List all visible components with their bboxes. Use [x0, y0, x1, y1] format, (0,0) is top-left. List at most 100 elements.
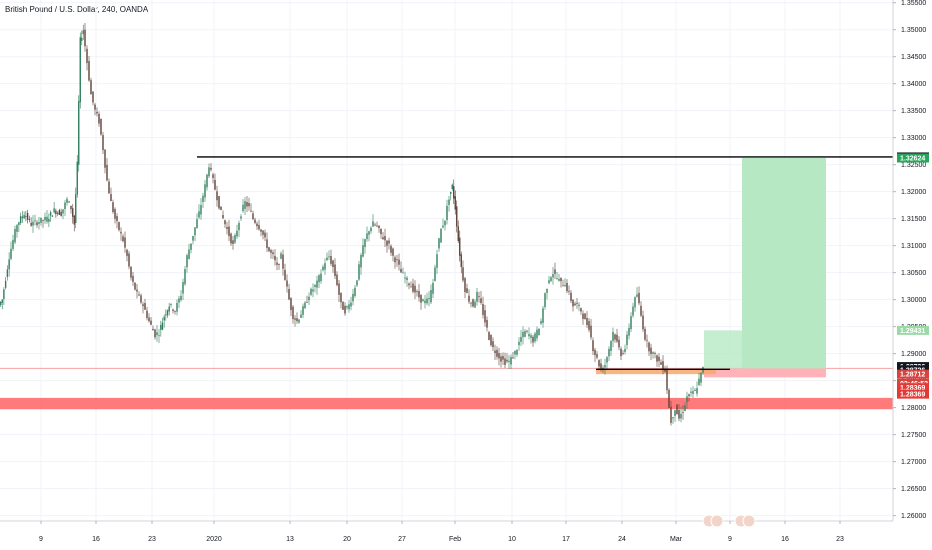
candle-body [490, 334, 492, 346]
candle-body [18, 222, 20, 226]
candle-body [56, 212, 59, 215]
candle-body [94, 104, 96, 110]
candle-body [294, 318, 296, 320]
candle-body [188, 249, 190, 260]
candle-body [640, 305, 642, 316]
candle-body [486, 319, 488, 328]
candle-body [678, 410, 680, 419]
candle-body [606, 357, 608, 363]
candle-body [75, 194, 77, 224]
candle-body [36, 222, 38, 226]
candle-body [49, 212, 52, 216]
y-tick-label: 1.33000 [901, 135, 926, 142]
candle-body [428, 298, 430, 299]
candle-body [220, 206, 222, 211]
candle-body [276, 262, 278, 265]
candle-body [634, 297, 636, 308]
price-tag-bg [897, 383, 929, 393]
candle-body [592, 340, 594, 352]
candle-body [440, 228, 442, 243]
candle-body [216, 191, 218, 201]
candle-body [600, 363, 602, 370]
candle-body [12, 239, 14, 249]
candle-body [578, 304, 580, 306]
candle-body [420, 294, 422, 303]
candle-body [516, 350, 518, 355]
price-tag: 1.28369 [897, 389, 929, 399]
candle-body [378, 225, 380, 228]
candle-body [316, 280, 318, 288]
candle-body [202, 195, 204, 202]
candle-body [338, 283, 340, 295]
price-tag: 1.28369 [897, 383, 929, 393]
candle-body [674, 410, 676, 416]
candle-body [424, 300, 426, 304]
y-tick-label: 1.33500 [901, 108, 926, 115]
candle-body [608, 348, 610, 357]
candle-body [122, 236, 124, 242]
candle-body [76, 161, 78, 195]
candle-body [170, 303, 172, 305]
candle-body [190, 243, 192, 250]
candle-body [534, 333, 536, 342]
candle-body [542, 308, 544, 323]
candle-body [366, 233, 368, 240]
flag-icon[interactable] [710, 514, 724, 528]
candle-body [354, 287, 356, 296]
candle-body [618, 339, 620, 348]
candle-body [114, 209, 116, 219]
candle-body [384, 236, 386, 241]
candle-body [278, 264, 280, 266]
candle-body [520, 336, 522, 342]
candle-body [286, 280, 288, 287]
candle-body [116, 216, 118, 222]
candle-body [53, 208, 55, 213]
candle-body [296, 318, 298, 322]
candle-body [340, 292, 342, 303]
candle-body [200, 204, 202, 215]
y-tick-label: 1.34000 [901, 81, 926, 88]
y-tick-label: 1.35000 [901, 27, 926, 34]
y-tick-label: 1.29000 [901, 351, 926, 358]
candle-body [496, 349, 498, 357]
price-tag-bg [897, 153, 929, 163]
candle-body [476, 291, 478, 302]
candle-body [426, 298, 428, 304]
candle-body [134, 282, 136, 290]
candle-body [422, 299, 424, 302]
candle-body [34, 220, 36, 222]
candle-body [414, 285, 416, 293]
candle-body [126, 249, 128, 256]
candle-body [480, 298, 482, 303]
candle-body [688, 394, 690, 397]
candle-body [106, 164, 108, 181]
candle-body [14, 229, 16, 243]
candle-body [588, 321, 590, 330]
x-tick-label: Feb [449, 536, 461, 543]
candle-body [96, 111, 98, 114]
candle-body [326, 257, 328, 261]
candle-body [336, 274, 338, 286]
candle-body [161, 322, 164, 330]
candle-body [256, 223, 258, 227]
candle-body [182, 282, 184, 294]
candle-body [636, 294, 638, 297]
candle-body [398, 259, 400, 265]
candle-body [186, 255, 188, 268]
candle-body [614, 334, 616, 340]
flag-icon[interactable] [742, 514, 756, 528]
price-tag-bg [897, 369, 929, 379]
candle-body [308, 296, 310, 301]
candle-body [242, 204, 244, 212]
candle-body [40, 217, 42, 223]
candle-body [466, 288, 468, 293]
candle-body [692, 391, 694, 394]
price-axis: 1.35500 1.35000 1.34500 1.34000 1.33500 1.330… [893, 0, 926, 520]
candle-body [478, 296, 480, 297]
candle-body [98, 113, 100, 124]
candle-body [8, 259, 10, 270]
candle-body [4, 280, 7, 288]
candle-body [124, 237, 126, 248]
